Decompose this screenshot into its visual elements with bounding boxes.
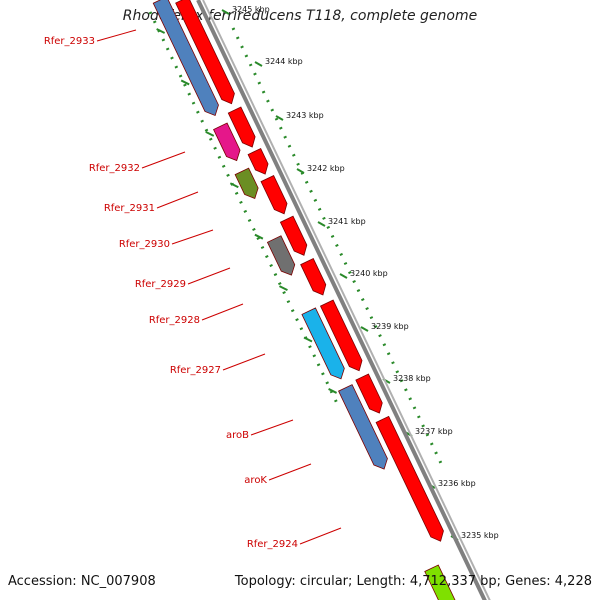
- cds-arrow[interactable]: [279, 215, 308, 256]
- gene-block[interactable]: [152, 0, 219, 116]
- gene-block[interactable]: [213, 122, 241, 162]
- ruler-layer: [148, 11, 443, 466]
- scale-label: 3244 kbp: [265, 57, 303, 66]
- gene-block[interactable]: [301, 307, 345, 380]
- accession-text: Accession: NC_007908: [8, 574, 156, 589]
- scale-label: 3237 kbp: [415, 427, 453, 436]
- gene-label[interactable]: Rfer_2929: [135, 279, 186, 290]
- scale-tick: [360, 326, 369, 332]
- ruler-tick: [205, 130, 215, 137]
- label-leader-line: [201, 303, 244, 321]
- cds-arrow[interactable]: [375, 415, 444, 542]
- gene-label[interactable]: Rfer_2933: [44, 36, 95, 47]
- ruler-dotted-line: [231, 27, 443, 466]
- scale-tick: [296, 168, 305, 174]
- gene-label[interactable]: Rfer_2932: [89, 163, 140, 174]
- gene-label[interactable]: Rfer_2924: [247, 539, 298, 550]
- label-leader-line: [141, 151, 186, 169]
- ruler-tick: [254, 233, 264, 240]
- backbone-line: [196, 0, 487, 600]
- scale-label: 3243 kbp: [286, 111, 324, 120]
- gene-block[interactable]: [338, 384, 388, 470]
- gene-label[interactable]: Rfer_2927: [170, 365, 221, 376]
- summary-text: Topology: circular; Length: 4,712,337 bp…: [234, 574, 592, 589]
- gene-label[interactable]: Rfer_2931: [104, 203, 155, 214]
- label-leader-line: [187, 267, 231, 285]
- label-leader-line: [171, 229, 214, 245]
- scale-label: 3240 kbp: [350, 269, 388, 278]
- gene-label[interactable]: aroB: [226, 430, 249, 441]
- cds-arrow[interactable]: [175, 0, 235, 105]
- cds-arrow[interactable]: [260, 175, 288, 215]
- label-leader-line: [222, 353, 266, 371]
- backbone-layer: [196, 0, 491, 600]
- scale-label: 3238 kbp: [393, 374, 431, 383]
- scale-tick: [254, 61, 263, 67]
- ruler-tick: [180, 79, 190, 86]
- scale-label: 3236 kbp: [438, 479, 476, 488]
- ruler-tick: [229, 182, 239, 189]
- cds-arrow[interactable]: [247, 147, 269, 175]
- cds-arrow[interactable]: [227, 106, 256, 148]
- label-leader-line: [299, 527, 342, 545]
- gene-block[interactable]: [234, 167, 259, 199]
- scale-label: 3239 kbp: [371, 322, 409, 331]
- label-layer: Rfer_2933 Rfer_2932 Rfer_2931 Rfer_2930 Rfer…: [44, 29, 342, 550]
- gene-label[interactable]: Rfer_2928: [149, 315, 200, 326]
- cds-arrow[interactable]: [319, 299, 363, 372]
- scale-label: 3235 kbp: [461, 531, 499, 540]
- gene-block[interactable]: [424, 564, 457, 600]
- map-title: Rhodoferax ferrireducens T118, complete …: [122, 8, 478, 24]
- ruler-tick: [156, 28, 166, 34]
- cds-arrow[interactable]: [355, 373, 383, 414]
- label-leader-line: [156, 191, 199, 209]
- ruler-tick: [279, 285, 288, 292]
- ruler-dotted-line: [148, 11, 341, 410]
- ruler-tick: [328, 388, 338, 394]
- red-cds-layer: [175, 0, 444, 542]
- backbone-line-outer: [202, 0, 491, 600]
- gene-layer: [152, 0, 457, 600]
- scale-tick: [221, 9, 230, 15]
- gene-label[interactable]: Rfer_2930: [119, 239, 170, 250]
- scale-label: 3241 kbp: [328, 217, 366, 226]
- ruler-tick: [303, 336, 313, 343]
- scale-label: 3242 kbp: [307, 164, 345, 173]
- label-leader-line: [268, 463, 312, 481]
- cds-arrow[interactable]: [300, 258, 327, 296]
- gene-label[interactable]: aroK: [244, 475, 267, 486]
- scale-tick: [275, 115, 284, 121]
- label-leader-line: [96, 29, 137, 42]
- scale-tick: [317, 221, 326, 227]
- label-leader-line: [250, 419, 294, 436]
- scale-label: 3245 kbp: [232, 5, 270, 14]
- gene-block[interactable]: [266, 235, 296, 276]
- scale-tick: [339, 273, 348, 279]
